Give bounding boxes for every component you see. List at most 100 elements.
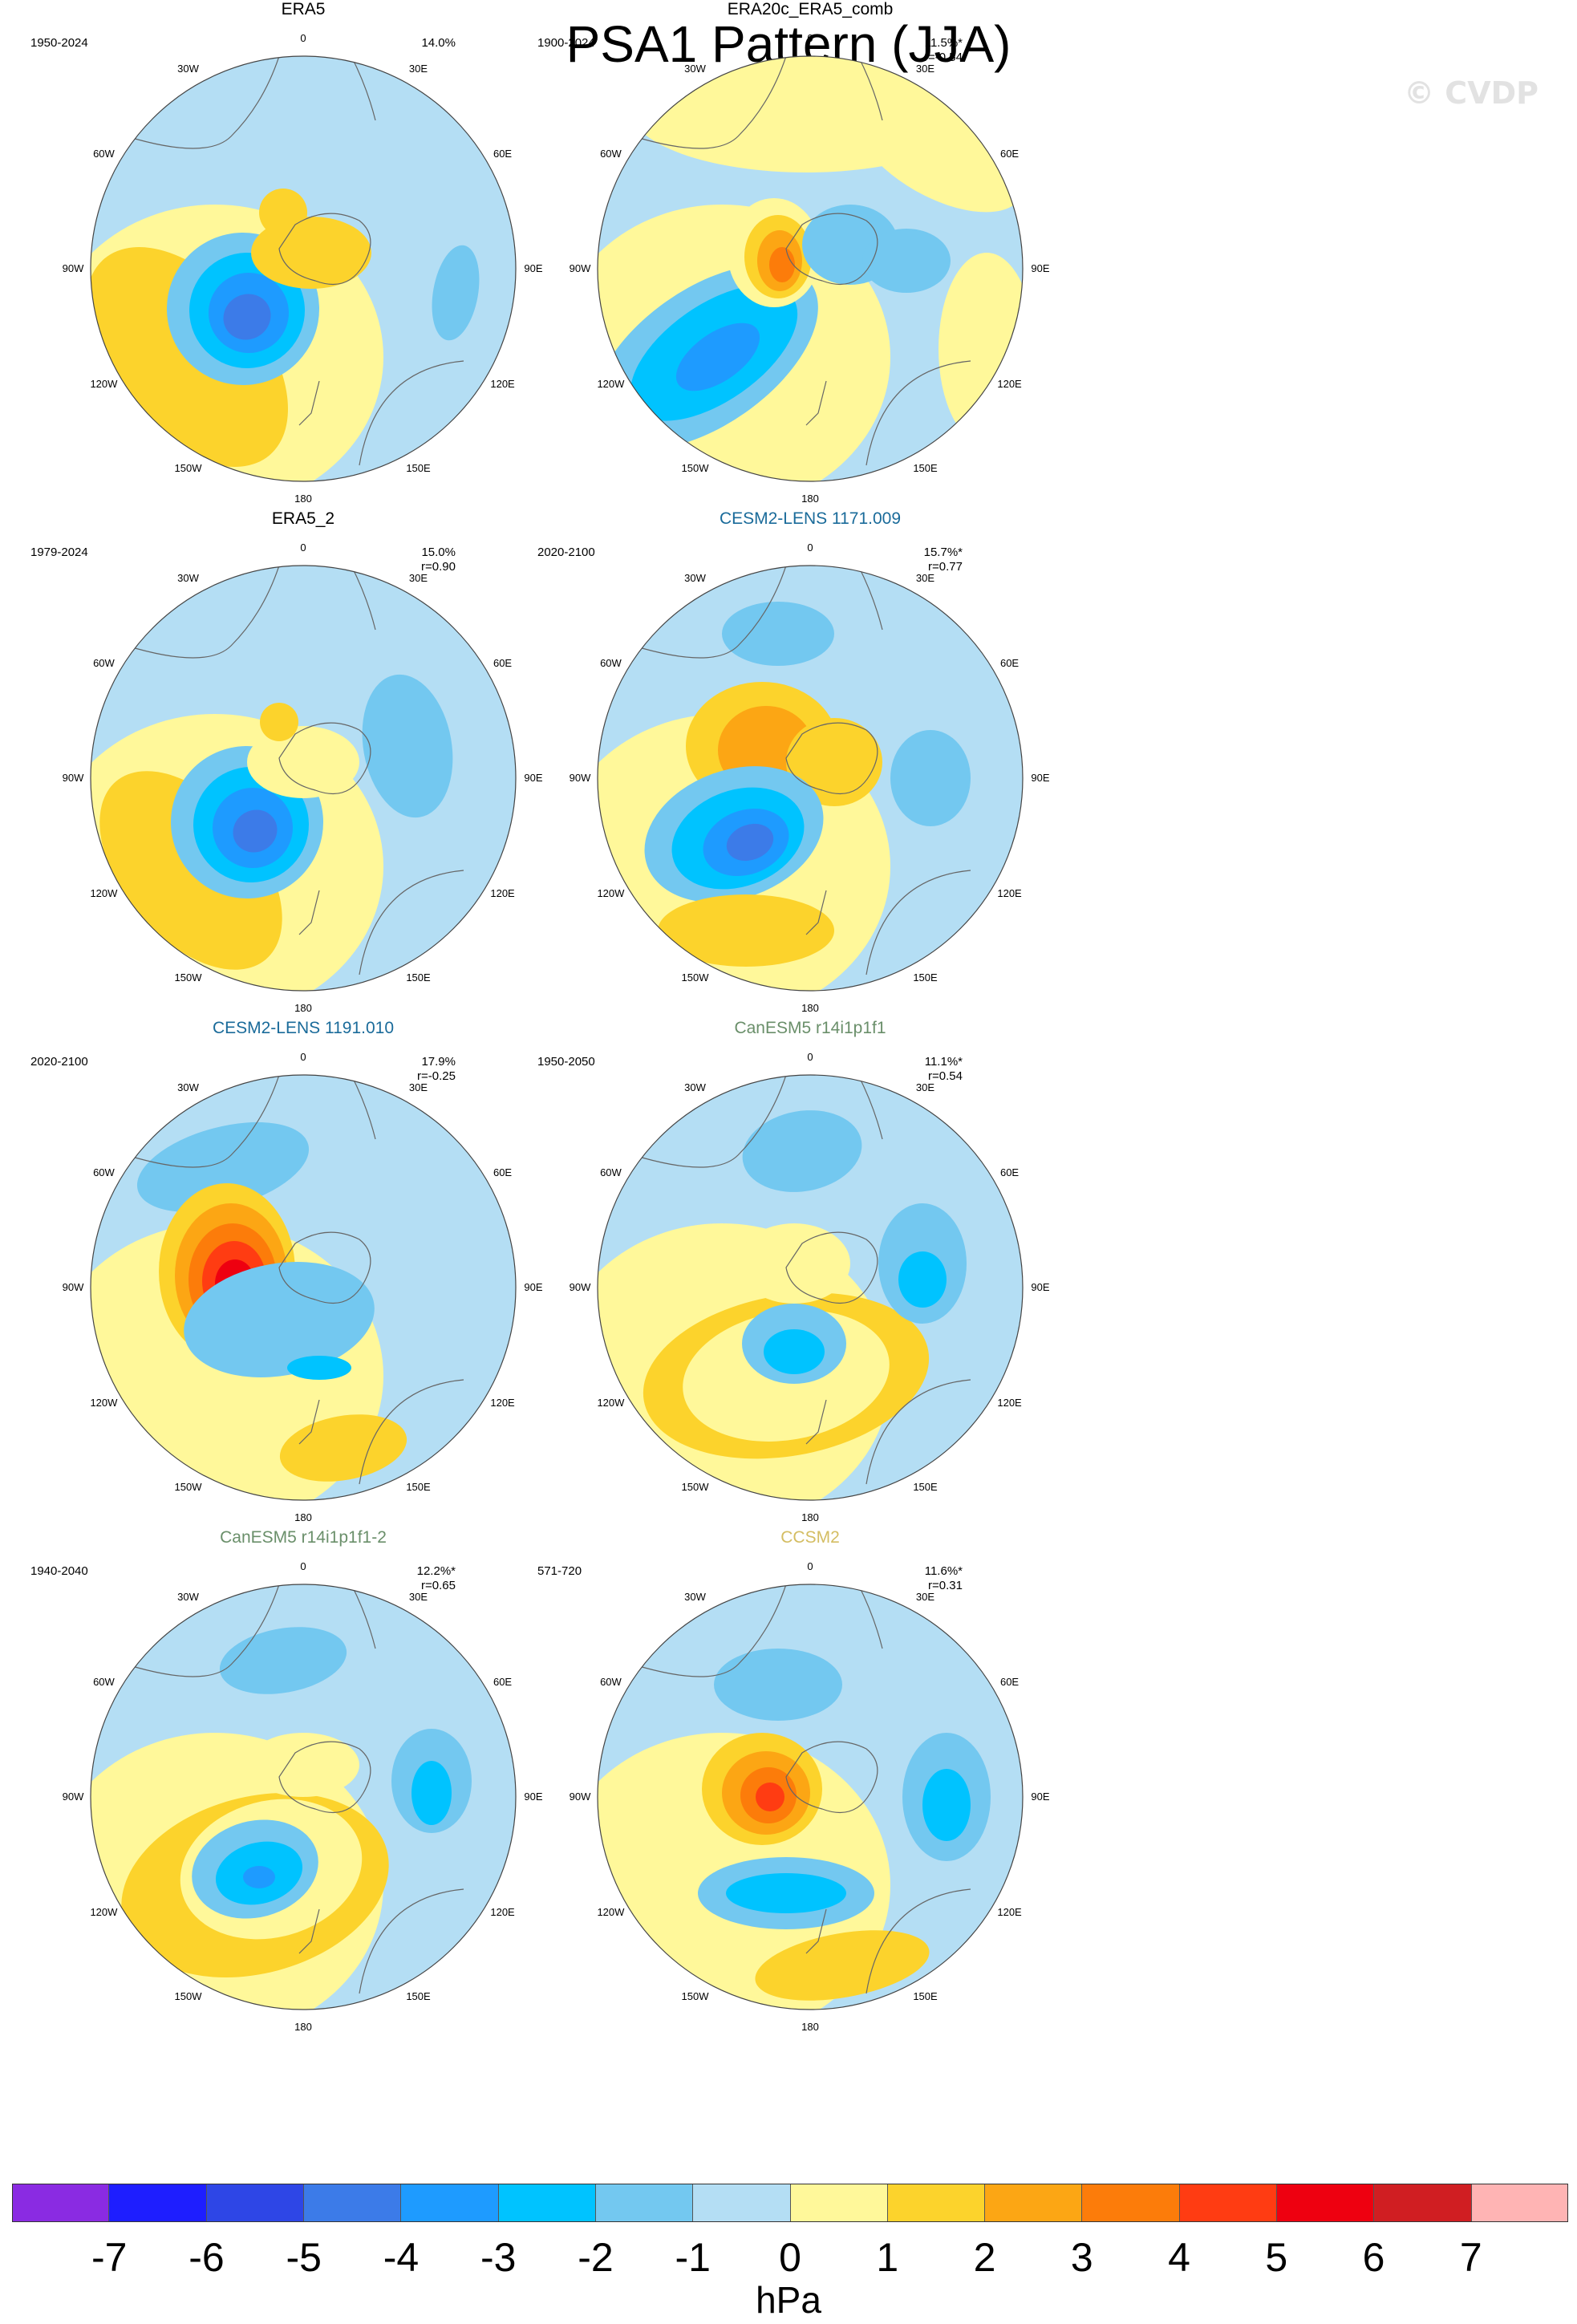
pressure-anomaly-contour xyxy=(851,84,1023,213)
longitude-label: 90E xyxy=(524,772,543,784)
panel-title: CCSM2 xyxy=(780,1528,840,1547)
longitude-label: 60W xyxy=(93,147,115,160)
longitude-label: 90W xyxy=(62,1791,84,1803)
longitude-label: 120W xyxy=(597,1396,625,1409)
panel-correlation: r=-0.54 xyxy=(924,51,963,64)
colorbar-segment xyxy=(498,2184,596,2222)
panel-variance: 15.0% xyxy=(421,546,456,559)
panel-title: CESM2-LENS 1191.010 xyxy=(212,1019,395,1037)
map-border xyxy=(90,1074,517,1501)
longitude-label: 60E xyxy=(493,147,513,160)
longitude-label: 30E xyxy=(408,1081,428,1094)
pressure-anomaly-contour xyxy=(738,1223,850,1304)
longitude-label: 150E xyxy=(913,971,938,984)
longitude-label: 0 xyxy=(300,1051,306,1063)
longitude-label: 90E xyxy=(524,262,543,274)
longitude-label: 30E xyxy=(408,63,428,75)
panel-period: 2020-2100 xyxy=(537,546,595,559)
pressure-anomaly-contour xyxy=(243,1866,275,1888)
longitude-label: 180 xyxy=(801,493,819,505)
map-border xyxy=(597,565,1024,992)
longitude-label: 180 xyxy=(294,1511,312,1523)
map-panel: ERA20c_ERA5_comb 1900-2024 11.5%* r=-0.54 0 3… xyxy=(449,0,1171,505)
pressure-anomaly-contour xyxy=(247,1733,359,1797)
panel-correlation: r=0.31 xyxy=(928,1579,963,1592)
colorbar-tick-label: -7 xyxy=(91,2235,128,2280)
pressure-anomaly-contour xyxy=(432,245,480,341)
map-border xyxy=(597,55,1024,482)
longitude-label: 120W xyxy=(90,1905,118,1918)
colorbar-segment xyxy=(1179,2184,1278,2222)
pressure-anomaly-contour xyxy=(755,1930,930,2001)
colorbar-segment xyxy=(1277,2184,1375,2222)
longitude-label: 0 xyxy=(807,1560,813,1572)
pressure-anomaly-contour xyxy=(411,1761,452,1825)
longitude-label: 150W xyxy=(174,971,202,984)
colorbar-segment xyxy=(1082,2184,1180,2222)
longitude-label: 150W xyxy=(681,461,709,474)
longitude-label: 60E xyxy=(493,656,513,669)
longitude-label: 90W xyxy=(569,262,591,274)
longitude-label: 60E xyxy=(999,656,1020,669)
longitude-label: 0 xyxy=(807,1051,813,1063)
longitude-label: 30E xyxy=(915,1591,935,1604)
colorbar-segment xyxy=(206,2184,304,2222)
panel-period: 1900-2024 xyxy=(537,36,595,50)
longitude-label: 30W xyxy=(177,1591,199,1604)
longitude-label: 120E xyxy=(997,1905,1022,1918)
longitude-label: 120W xyxy=(597,886,625,899)
colorbar-segment xyxy=(1471,2184,1568,2222)
pressure-anomaly-contour xyxy=(938,253,1023,445)
colorbar-tick-label: 4 xyxy=(1168,2235,1190,2280)
colorbar-tick-label: 2 xyxy=(973,2235,996,2280)
longitude-label: 30E xyxy=(915,63,935,75)
longitude-label: 120E xyxy=(490,1905,515,1918)
longitude-label: 120E xyxy=(997,886,1022,899)
longitude-label: 0 xyxy=(807,32,813,44)
colorbar-tick-label: -4 xyxy=(383,2235,420,2280)
longitude-label: 60W xyxy=(93,656,115,669)
map-panel: CCSM2 571-720 11.6%* r=0.31 0 30E 60E 90E 120E 15… xyxy=(449,1528,1171,2033)
panel-period: 1950-2024 xyxy=(30,36,88,50)
longitude-label: 150W xyxy=(174,1480,202,1493)
colorbar-tick-label: -2 xyxy=(578,2235,614,2280)
panel-period: 1979-2024 xyxy=(30,546,88,559)
map-border xyxy=(90,1584,517,2010)
pressure-anomaly-contour xyxy=(259,189,307,237)
pressure-anomaly-contour xyxy=(898,1251,947,1308)
longitude-label: 30E xyxy=(408,1591,428,1604)
longitude-label: 60W xyxy=(600,1675,622,1688)
pressure-anomaly-contour xyxy=(756,1783,784,1811)
pressure-anomaly-contour xyxy=(233,809,278,853)
longitude-label: 0 xyxy=(300,32,306,44)
longitude-label: 180 xyxy=(294,493,312,505)
panel-title: ERA5_2 xyxy=(271,509,335,528)
longitude-label: 30W xyxy=(684,63,706,75)
panel-period: 1940-2040 xyxy=(30,1564,88,1578)
longitude-label: 150W xyxy=(174,461,202,474)
colorbar-segment xyxy=(1374,2184,1472,2222)
longitude-label: 150W xyxy=(681,1989,709,2002)
longitude-label: 90W xyxy=(62,262,84,274)
pressure-anomaly-contour xyxy=(219,1627,347,1694)
panel-variance: 11.6%* xyxy=(924,1564,963,1578)
longitude-label: 150E xyxy=(913,461,938,474)
colorbar-tick-label: 7 xyxy=(1459,2235,1482,2280)
pressure-anomaly-contour xyxy=(890,730,971,826)
polar-map xyxy=(597,1074,1024,1501)
pressure-anomaly-contour xyxy=(726,1873,846,1913)
longitude-label: 90W xyxy=(569,1791,591,1803)
longitude-label: 150E xyxy=(406,1480,431,1493)
panel-correlation: r=0.77 xyxy=(928,560,963,574)
longitude-label: 90E xyxy=(524,1281,543,1293)
longitude-label: 90W xyxy=(62,772,84,784)
longitude-label: 150W xyxy=(174,1989,202,2002)
pressure-anomaly-contour xyxy=(287,1356,351,1380)
watermark: © CVDP xyxy=(1404,75,1538,111)
colorbar-segment xyxy=(12,2184,110,2222)
pressure-anomaly-contour xyxy=(726,823,774,862)
longitude-label: 90E xyxy=(1031,772,1050,784)
pressure-anomaly-contour xyxy=(223,294,271,340)
colorbar-segment xyxy=(693,2184,791,2222)
longitude-label: 120E xyxy=(997,377,1022,390)
